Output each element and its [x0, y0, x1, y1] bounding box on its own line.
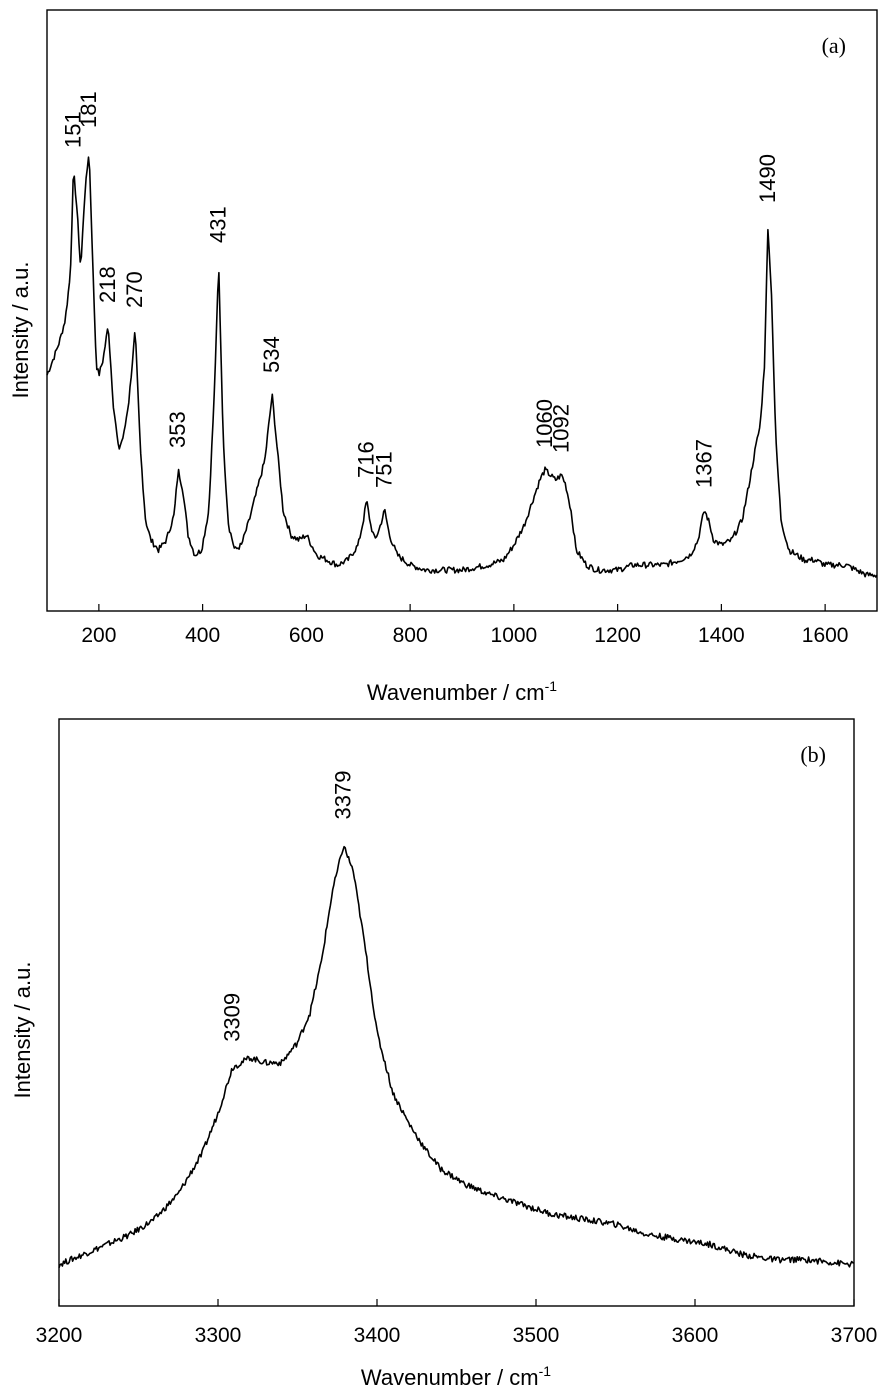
panel-b-y-axis-title: Intensity / a.u.: [10, 962, 35, 1099]
panel-a-peak-label: 1490: [755, 154, 780, 203]
panel-a-x-axis-title-text: Wavenumber / cm: [367, 680, 545, 705]
panel-b-x-tick-label: 3500: [513, 1324, 560, 1347]
panel-a-peak-label: 431: [206, 206, 231, 243]
panel-b-plot-frame: [58, 718, 855, 1307]
panel-a-peak-label: 1092: [549, 404, 574, 453]
panel-b-label: (b): [800, 742, 826, 767]
panel-b-x-axis-title: Wavenumber / cm-1: [361, 1363, 551, 1390]
panel-a-peak-label: 218: [95, 266, 120, 303]
panel-a-peak-label: 151: [61, 111, 86, 148]
panel-a-peak-label: 751: [372, 451, 397, 488]
panel-a-x-tick-label: 1200: [594, 624, 641, 647]
panel-b-raman-spectrum: 3200 3300 3400 3500 3600 3700 3309 3379 (b) In…: [10, 718, 878, 1390]
panel-a-x-tick-label: 1000: [491, 624, 538, 647]
panel-a-x-ticks: 200 400 600 800 1000 1200 1400 1600: [81, 604, 848, 647]
panel-a-peak-label: 534: [259, 336, 284, 373]
panel-b-peak-labels: 3309 3379: [219, 771, 355, 1042]
panel-a-x-tick-label: 400: [185, 624, 220, 647]
panel-a-label: (a): [822, 33, 846, 58]
panel-a-peak-label: 353: [165, 411, 190, 448]
panel-b-x-tick-label: 3200: [36, 1324, 83, 1347]
panel-a-x-tick-label: 200: [81, 624, 116, 647]
panel-b-x-axis-title-text: Wavenumber / cm: [361, 1365, 539, 1390]
panel-a-x-axis-title-superscript: -1: [545, 678, 558, 694]
panel-b-peak-label: 3309: [219, 993, 244, 1042]
panel-a-peak-label: 1367: [691, 439, 716, 488]
panel-a-plot-frame: [46, 9, 878, 612]
panel-a-x-tick-label: 1400: [698, 624, 745, 647]
panel-b-x-tick-label: 3300: [195, 1324, 242, 1347]
panel-a-peak-label: 181: [76, 91, 101, 128]
panel-a-peak-label: 270: [122, 271, 147, 308]
panel-a-spectrum-line: [46, 156, 878, 578]
panel-a-y-axis-title: Intensity / a.u.: [8, 262, 33, 399]
panel-a-peak-label: 716: [354, 441, 379, 478]
panel-b-x-axis-title-superscript: -1: [539, 1363, 552, 1379]
panel-a-x-tick-label: 600: [289, 624, 324, 647]
panel-b-peak-label: 3379: [331, 771, 356, 820]
panel-b-x-tick-label: 3400: [354, 1324, 401, 1347]
panel-a-peak-label: 1060: [532, 399, 557, 448]
panel-b-x-tick-label: 3600: [672, 1324, 719, 1347]
panel-a-x-tick-label: 1600: [802, 624, 849, 647]
panel-b-x-ticks: 3200 3300 3400 3500 3600 3700: [36, 1299, 878, 1347]
panel-b-spectrum-line: [58, 845, 855, 1268]
panel-a-x-axis-title: Wavenumber / cm-1: [367, 678, 557, 705]
panel-b-x-tick-label: 3700: [831, 1324, 878, 1347]
panel-a-x-tick-label: 800: [393, 624, 428, 647]
